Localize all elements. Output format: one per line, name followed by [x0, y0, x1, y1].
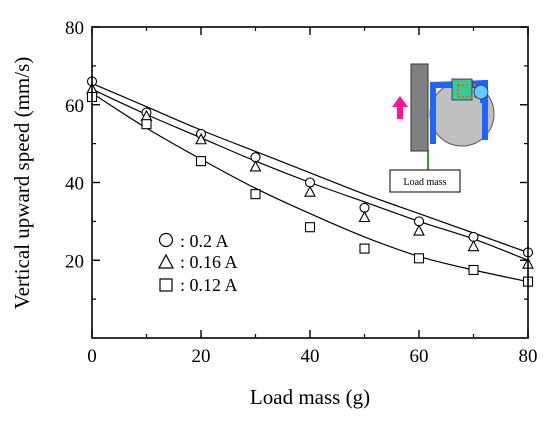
data-point-square [141, 119, 152, 130]
legend-label: : 0.2 A [180, 231, 229, 251]
plot-frame [91, 26, 529, 339]
data-point-triangle [358, 210, 371, 223]
upward-arrow-icon [392, 96, 408, 119]
data-point-triangle [249, 160, 262, 172]
data-point-square [304, 222, 316, 233]
data-point-triangle [413, 224, 425, 236]
legend-marker-circle [158, 232, 174, 248]
legend-label: : 0.12 A [180, 275, 238, 295]
data-point-square [250, 189, 261, 200]
y-tick-label: 80 [65, 18, 84, 39]
mechanism-inset: Load mass [389, 63, 495, 193]
y-axis-title: Vertical upward speed (mm/s) [10, 57, 34, 310]
x-axis-title: Load mass (g) [250, 385, 370, 409]
x-tick-label: 20 [192, 346, 211, 367]
x-tick-label: 40 [301, 346, 320, 367]
load-mass-box [389, 169, 461, 193]
data-point-square [359, 243, 370, 254]
legend-marker-square [159, 278, 173, 292]
data-point-triangle [467, 239, 480, 252]
guide-plate [410, 63, 429, 152]
data-point-square [468, 264, 479, 276]
ticks-layer: 0 20 40 60 80 20 40 60 80 [65, 18, 538, 367]
load-mass-label: Load mass [403, 177, 446, 188]
y-tick-label: 20 [65, 251, 84, 272]
y-tick-label: 60 [65, 96, 84, 117]
legend-label: : 0.16 A [180, 252, 238, 272]
fit-curve [91, 82, 529, 254]
ball [473, 84, 489, 100]
data-point-triangle [195, 133, 207, 145]
x-tick-label: 0 [87, 346, 97, 367]
legend-marker-triangle [157, 253, 175, 269]
spring [457, 84, 476, 98]
data-point-triangle [304, 185, 316, 197]
data-point-square [195, 156, 207, 167]
fit-curve [91, 92, 529, 283]
legend: : 0.2 A : 0.16 A : 0.12 A [157, 231, 238, 295]
x-tick-label: 60 [410, 346, 429, 367]
data-point-square [413, 253, 425, 264]
x-tick-label: 80 [519, 346, 538, 367]
y-tick-label: 40 [65, 174, 84, 195]
